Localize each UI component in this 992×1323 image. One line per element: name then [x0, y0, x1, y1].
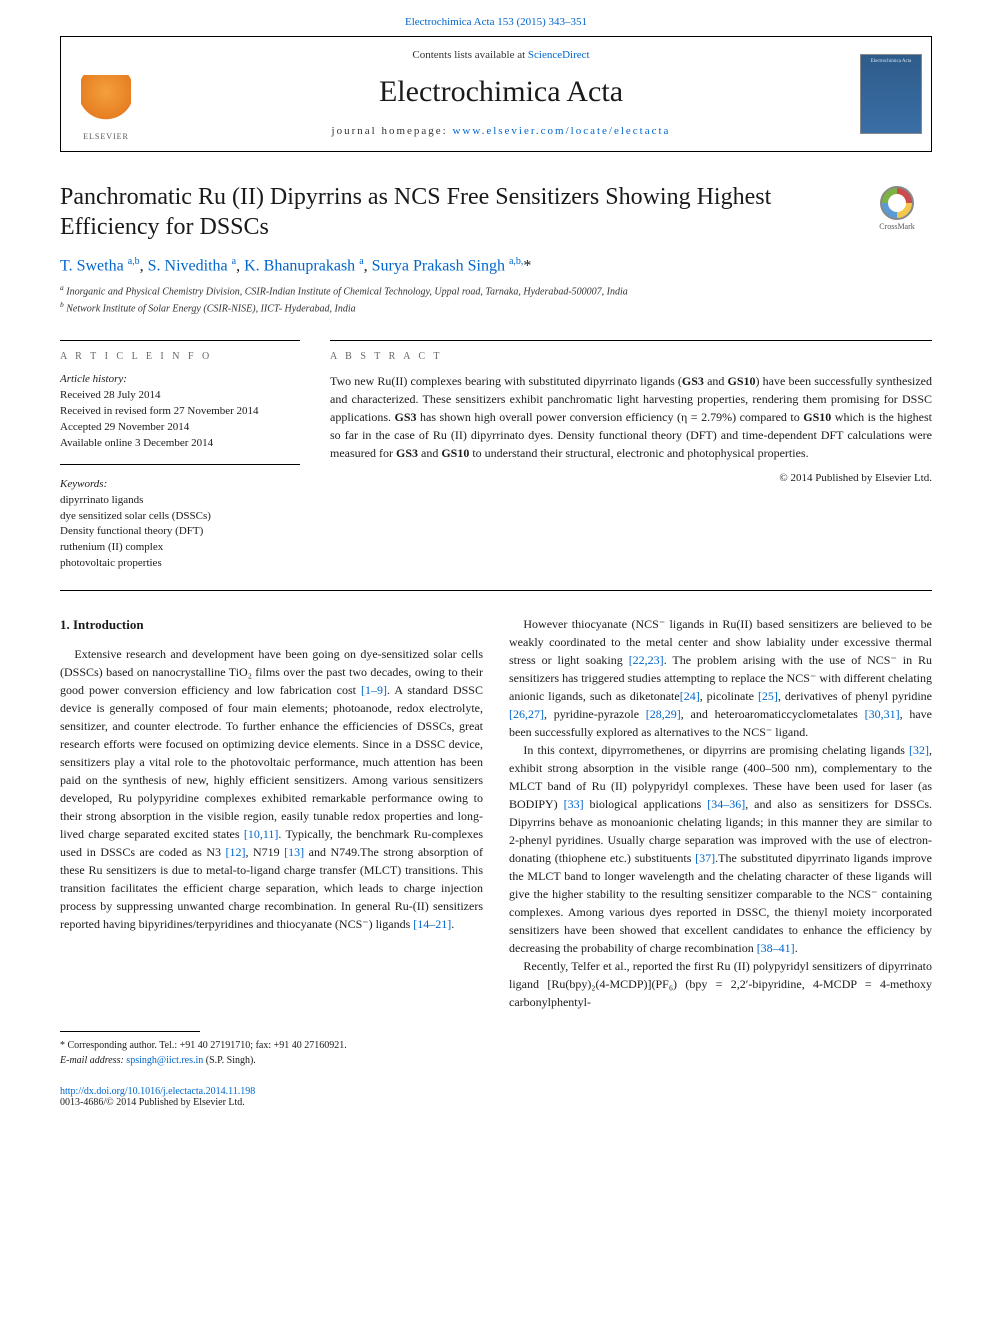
body-paragraph: Extensive research and development have … — [60, 645, 483, 933]
ref-link[interactable]: [10,11] — [244, 827, 279, 841]
right-column: However thiocyanate (NCS⁻ ligands in Ru(… — [509, 615, 932, 1011]
homepage-link[interactable]: www.elsevier.com/locate/electacta — [452, 125, 670, 137]
author-link[interactable]: K. Bhanuprakash — [244, 257, 355, 274]
cover-label: Electrochimica Acta — [865, 59, 917, 65]
article-title: Panchromatic Ru (II) Dipyrrins as NCS Fr… — [60, 182, 850, 242]
abstract-copyright: © 2014 Published by Elsevier Ltd. — [330, 472, 932, 484]
article-info-label: A R T I C L E I N F O — [60, 351, 300, 362]
article-info: A R T I C L E I N F O Article history: R… — [60, 340, 300, 572]
journal-cover-cell: Electrochimica Acta — [851, 37, 931, 151]
history-label: Article history: — [60, 372, 300, 388]
doi-block: http://dx.doi.org/10.1016/j.electacta.20… — [60, 1086, 932, 1108]
author-link[interactable]: S. Niveditha — [148, 257, 228, 274]
ref-link[interactable]: [13] — [284, 845, 304, 859]
keyword: ruthenium (II) complex — [60, 540, 300, 556]
abstract: A B S T R A C T Two new Ru(II) complexes… — [330, 340, 932, 572]
contents-prefix: Contents lists available at — [412, 49, 527, 61]
crossmark-badge[interactable]: CrossMark — [862, 186, 932, 231]
ref-link[interactable]: [1–9] — [361, 683, 387, 697]
journal-title: Electrochimica Acta — [151, 75, 851, 109]
keyword: photovoltaic properties — [60, 556, 300, 572]
ref-link[interactable]: [30,31] — [865, 707, 900, 721]
masthead-center: Contents lists available at ScienceDirec… — [151, 37, 851, 151]
revised-date: Received in revised form 27 November 201… — [60, 404, 300, 420]
footnote-rule — [60, 1031, 200, 1032]
ref-link[interactable]: [32] — [909, 743, 929, 757]
citation-link[interactable]: Electrochimica Acta 153 (2015) 343–351 — [405, 16, 587, 28]
affiliation-a: a Inorganic and Physical Chemistry Divis… — [60, 283, 932, 299]
ref-link[interactable]: [38–41] — [757, 941, 795, 955]
corresponding-footnote: * Corresponding author. Tel.: +91 40 271… — [60, 1038, 932, 1068]
doi-link[interactable]: http://dx.doi.org/10.1016/j.electacta.20… — [60, 1086, 255, 1097]
section-heading-intro: 1. Introduction — [60, 615, 483, 635]
contents-line: Contents lists available at ScienceDirec… — [151, 49, 851, 61]
publisher-logo-cell: ELSEVIER — [61, 37, 151, 151]
keyword: dye sensitized solar cells (DSSCs) — [60, 509, 300, 525]
elsevier-label: ELSEVIER — [83, 132, 129, 141]
ref-link[interactable]: [28,29] — [646, 707, 681, 721]
ref-link[interactable]: [22,23] — [629, 653, 664, 667]
abstract-text: Two new Ru(II) complexes bearing with su… — [330, 372, 932, 462]
affiliation-b: b Network Institute of Solar Energy (CSI… — [60, 300, 932, 316]
sciencedirect-link[interactable]: ScienceDirect — [528, 49, 590, 61]
left-column: 1. Introduction Extensive research and d… — [60, 615, 483, 1011]
keywords-block: Keywords: dipyrrinato ligands dye sensit… — [60, 477, 300, 573]
email-link[interactable]: spsingh@iict.res.in — [126, 1055, 203, 1066]
keywords-label: Keywords: — [60, 477, 300, 493]
elsevier-logo: ELSEVIER — [71, 61, 141, 141]
abstract-label: A B S T R A C T — [330, 351, 932, 362]
ref-link[interactable]: [14–21] — [413, 917, 451, 931]
header-citation: Electrochimica Acta 153 (2015) 343–351 — [0, 0, 992, 36]
email-label: E-mail address: — [60, 1055, 124, 1066]
keyword: Density functional theory (DFT) — [60, 524, 300, 540]
ref-link[interactable]: [24] — [680, 689, 700, 703]
journal-cover-icon: Electrochimica Acta — [860, 54, 922, 134]
ref-link[interactable]: [34–36] — [707, 797, 745, 811]
body-paragraph: However thiocyanate (NCS⁻ ligands in Ru(… — [509, 615, 932, 741]
affiliations: a Inorganic and Physical Chemistry Divis… — [60, 283, 932, 316]
body-paragraph: In this context, dipyrromethenes, or dip… — [509, 741, 932, 957]
email-name: (S.P. Singh). — [206, 1055, 256, 1066]
keyword: dipyrrinato ligands — [60, 493, 300, 509]
affiliation-b-text: Network Institute of Solar Energy (CSIR-… — [66, 303, 355, 314]
masthead: ELSEVIER Contents lists available at Sci… — [60, 36, 932, 152]
crossmark-icon — [880, 186, 914, 220]
received-date: Received 28 July 2014 — [60, 388, 300, 404]
issn-line: 0013-4686/© 2014 Published by Elsevier L… — [60, 1097, 932, 1108]
accepted-date: Accepted 29 November 2014 — [60, 420, 300, 436]
ref-link[interactable]: [12] — [226, 845, 246, 859]
author-link[interactable]: T. Swetha — [60, 257, 124, 274]
corresponding-text: * Corresponding author. Tel.: +91 40 271… — [60, 1038, 932, 1053]
ref-link[interactable]: [25] — [758, 689, 778, 703]
online-date: Available online 3 December 2014 — [60, 436, 300, 452]
affiliation-a-text: Inorganic and Physical Chemistry Divisio… — [66, 287, 628, 298]
elsevier-tree-icon — [81, 75, 131, 130]
author-link[interactable]: Surya Prakash Singh — [372, 257, 505, 274]
ref-link[interactable]: [26,27] — [509, 707, 544, 721]
homepage-line: journal homepage: www.elsevier.com/locat… — [151, 125, 851, 137]
crossmark-label: CrossMark — [879, 222, 915, 231]
ref-link[interactable]: [33] — [564, 797, 584, 811]
history-block: Article history: Received 28 July 2014 R… — [60, 372, 300, 465]
ref-link[interactable]: [37] — [695, 851, 715, 865]
authors: T. Swetha a,b, S. Niveditha a, K. Bhanup… — [60, 256, 932, 275]
homepage-prefix: journal homepage: — [332, 125, 453, 137]
body-paragraph: Recently, Telfer et al., reported the fi… — [509, 957, 932, 1011]
